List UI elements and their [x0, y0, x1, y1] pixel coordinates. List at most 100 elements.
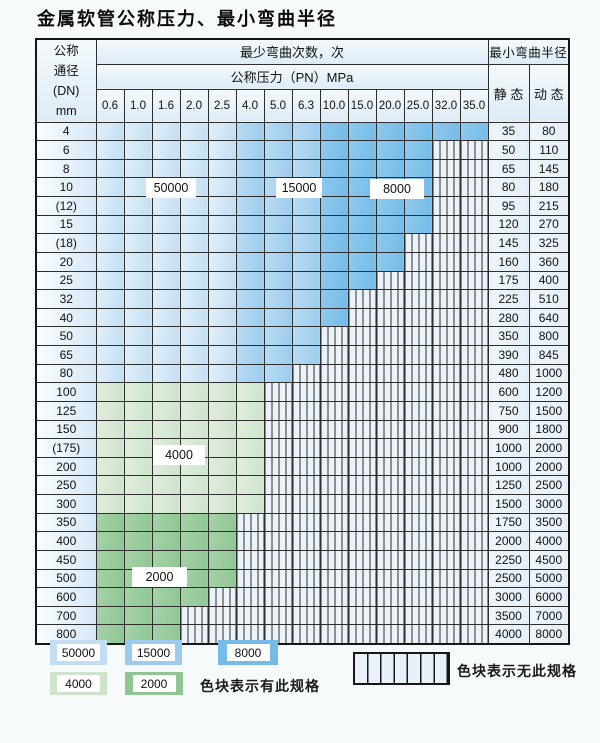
spec-cell — [403, 214, 433, 235]
static-radius-value: 160 — [487, 251, 530, 272]
no-spec-cell — [403, 270, 433, 291]
no-spec-cell — [431, 475, 461, 495]
spec-cell — [95, 140, 125, 160]
no-spec-cell — [403, 568, 433, 589]
spec-cell — [235, 233, 265, 253]
no-spec-cell — [431, 307, 461, 328]
table-row: 100 600 1200 — [35, 382, 570, 402]
spec-cell — [95, 587, 125, 607]
pressure-value-header: 2.0 — [179, 88, 209, 123]
spec-cell — [207, 456, 237, 477]
dynamic-radius-value: 80 — [528, 121, 570, 142]
dynamic-header: 动 态 — [528, 63, 570, 123]
spec-cell — [347, 158, 377, 179]
no-spec-cell — [431, 270, 461, 291]
no-spec-cell — [431, 345, 461, 365]
no-spec-cell — [291, 382, 321, 402]
table-row: 125 750 1500 — [35, 400, 570, 421]
no-spec-cell — [403, 549, 433, 570]
spec-cell — [95, 605, 125, 626]
pressure-value-header: 4.0 — [235, 88, 265, 123]
spec-cell — [207, 307, 237, 328]
dynamic-radius-value: 360 — [528, 251, 570, 272]
no-spec-cell — [263, 549, 293, 570]
static-radius-value: 390 — [487, 345, 530, 365]
spec-cell — [151, 289, 181, 309]
spec-cell — [235, 494, 265, 514]
no-spec-cell — [403, 512, 433, 533]
no-spec-cell — [431, 456, 461, 477]
no-spec-cell — [375, 624, 405, 644]
no-spec-cell — [431, 363, 461, 384]
spec-cell — [291, 233, 321, 253]
no-spec-cell — [291, 624, 321, 644]
spec-cell — [263, 289, 293, 309]
spec-cell — [123, 456, 153, 477]
static-radius-value: 145 — [487, 233, 530, 253]
spec-cell — [123, 158, 153, 179]
no-spec-cell — [459, 531, 489, 551]
spec-cell — [319, 196, 349, 216]
page-title: 金属软管公称压力、最小弯曲半径 — [37, 9, 337, 30]
no-spec-cell — [431, 512, 461, 533]
table-row: 700 3500 7000 — [35, 605, 570, 626]
spec-cell — [291, 289, 321, 309]
table-row: 6 50 110 — [35, 140, 570, 160]
spec-cell — [375, 214, 405, 235]
spec-cell — [95, 531, 125, 551]
no-spec-cell — [403, 456, 433, 477]
spec-cell — [123, 549, 153, 570]
spec-cell — [235, 140, 265, 160]
spec-cell — [179, 289, 209, 309]
no-spec-cell — [207, 605, 237, 626]
spec-cell — [263, 345, 293, 365]
spec-cell — [151, 233, 181, 253]
no-spec-cell — [347, 549, 377, 570]
no-spec-cell — [375, 494, 405, 514]
spec-cell — [319, 307, 349, 328]
no-spec-cell — [179, 605, 209, 626]
dynamic-radius-value: 4000 — [528, 531, 570, 551]
legend-no-spec-swatch — [353, 652, 450, 685]
spec-cell — [95, 270, 125, 291]
no-spec-cell — [347, 494, 377, 514]
table-row: (12) 95 215 — [35, 196, 570, 216]
no-spec-cell — [403, 587, 433, 607]
dynamic-radius-value: 1500 — [528, 400, 570, 421]
spec-cell — [403, 140, 433, 160]
spec-cell — [291, 270, 321, 291]
spec-cell — [95, 121, 125, 142]
legend-no-spec-text: 色块表示无此规格 — [457, 663, 577, 679]
bend-cycles-header: 最少弯曲次数，次 — [95, 38, 489, 65]
dn-header-cell: 公称 通径 (DN) mm — [35, 38, 97, 123]
spec-cell — [151, 419, 181, 440]
pressure-value-header: 10.0 — [319, 88, 349, 123]
spec-cell — [291, 196, 321, 216]
table-row: 15 120 270 — [35, 214, 570, 235]
no-spec-cell — [375, 512, 405, 533]
dynamic-radius-value: 145 — [528, 158, 570, 179]
spec-cell — [95, 158, 125, 179]
dynamic-radius-value: 510 — [528, 289, 570, 309]
pressure-value-header: 35.0 — [459, 88, 489, 123]
radius-header: 最小弯曲半径 — [487, 38, 570, 65]
no-spec-cell — [459, 494, 489, 514]
no-spec-cell — [263, 587, 293, 607]
static-radius-value: 1000 — [487, 438, 530, 458]
spec-cell — [95, 400, 125, 421]
static-radius-value: 750 — [487, 400, 530, 421]
no-spec-cell — [459, 196, 489, 216]
pressure-value-header: 32.0 — [431, 88, 461, 123]
static-radius-value: 280 — [487, 307, 530, 328]
dn-value: 25 — [35, 270, 97, 291]
no-spec-cell — [431, 158, 461, 179]
static-header: 静 态 — [487, 63, 530, 123]
no-spec-cell — [207, 587, 237, 607]
spec-cell — [95, 251, 125, 272]
spec-cell — [179, 196, 209, 216]
dn-value: 8 — [35, 158, 97, 179]
no-spec-cell — [459, 326, 489, 346]
dynamic-radius-value: 1000 — [528, 363, 570, 384]
spec-cell — [347, 233, 377, 253]
